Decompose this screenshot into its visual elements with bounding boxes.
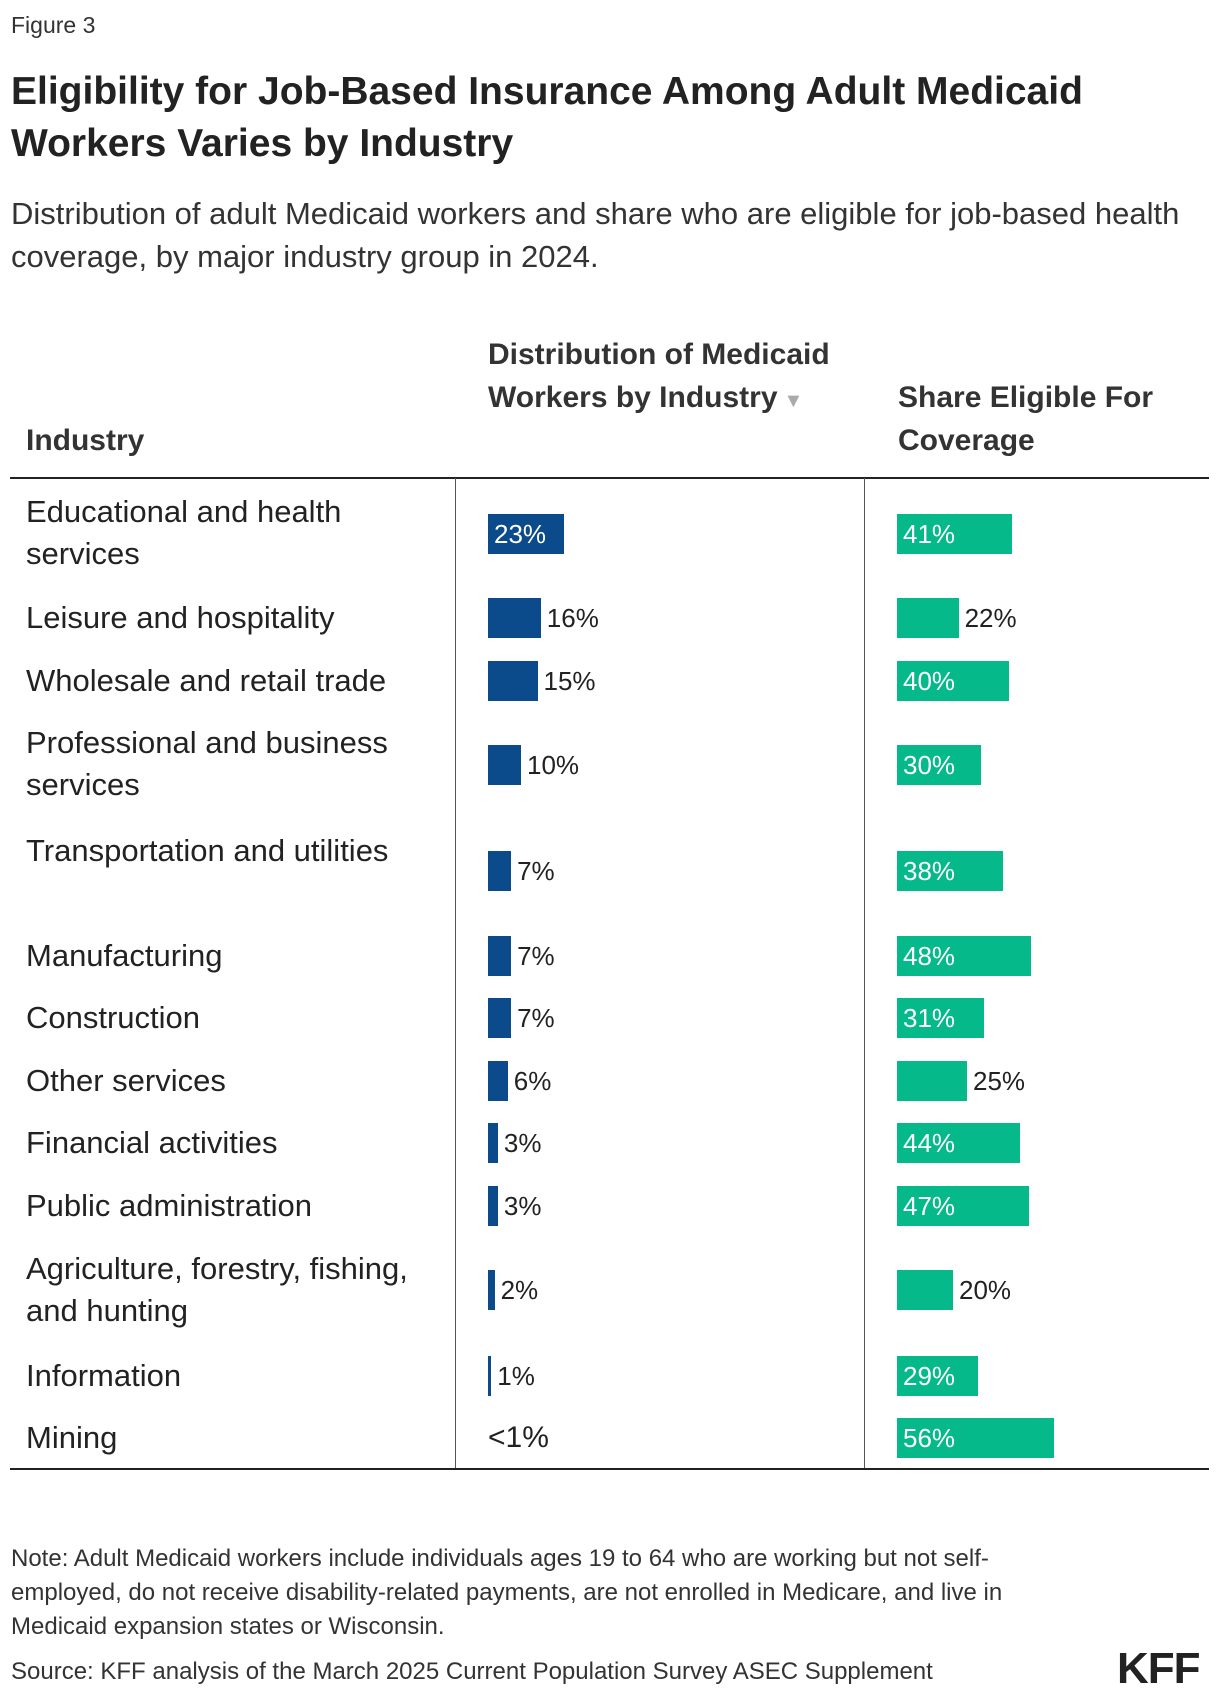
distribution-value-label: 16% — [546, 603, 599, 633]
share-value-label: 31% — [903, 1003, 956, 1033]
share-value-label: 56% — [903, 1423, 956, 1453]
distribution-bar — [488, 745, 521, 785]
share-bar — [897, 1061, 967, 1101]
share-value-label: 44% — [903, 1128, 956, 1158]
distribution-value-label: 7% — [517, 856, 555, 886]
distribution-value-label: 15% — [543, 666, 596, 696]
distribution-value-label: 3% — [503, 1128, 542, 1158]
row-label: Transportation and utilities — [26, 833, 389, 868]
column-header-industry-label: Industry — [26, 424, 145, 457]
column-header-industry[interactable]: Industry — [26, 419, 144, 462]
distribution-bar — [488, 851, 512, 891]
column-divider-2 — [864, 478, 865, 1468]
distribution-bar — [488, 1270, 495, 1310]
share-bar — [897, 1186, 1029, 1226]
distribution-value-label: 6% — [513, 1066, 552, 1096]
table-bottom-border — [10, 1468, 1209, 1470]
distribution-value-label: 7% — [517, 1003, 555, 1033]
header-divider — [10, 477, 1209, 479]
share-bar — [897, 998, 984, 1038]
share-bar — [897, 514, 1012, 554]
chart-subtitle: Distribution of adult Medicaid workers a… — [11, 196, 1180, 274]
sort-descending-icon[interactable]: ▼ — [783, 390, 804, 412]
row-label: Professional and business services — [26, 725, 388, 802]
share-bar — [897, 661, 1009, 701]
row-label: Mining — [26, 1420, 118, 1455]
source-note: Source: KFF analysis of the March 2025 C… — [11, 1658, 933, 1685]
distribution-bar — [488, 514, 564, 554]
distribution-value-label: 7% — [517, 941, 555, 971]
column-header-distribution[interactable]: Distribution of Medicaid Workers by Indu… — [488, 333, 848, 423]
distribution-bar — [488, 998, 512, 1038]
share-bar — [897, 598, 959, 638]
column-header-distribution-label: Distribution of Medicaid Workers by Indu… — [488, 338, 830, 414]
share-bar — [897, 851, 1004, 891]
distribution-bar — [488, 1061, 508, 1101]
column-divider-1 — [455, 478, 456, 1468]
distribution-bar — [488, 661, 538, 701]
distribution-bar — [488, 598, 541, 638]
share-value-label: 47% — [903, 1191, 956, 1221]
distribution-value-label: 23% — [494, 519, 547, 549]
share-bar — [897, 1123, 1021, 1163]
row-label: Wholesale and retail trade — [26, 663, 387, 698]
row-label: Educational and health services — [26, 494, 342, 571]
share-bar — [897, 1270, 953, 1310]
column-header-share[interactable]: Share Eligible For Coverage — [898, 376, 1218, 462]
distribution-value-label: <1% — [488, 1421, 549, 1454]
share-bar — [897, 936, 1032, 976]
row-label: Agriculture, forestry, fishing, and hunt… — [26, 1251, 408, 1328]
share-value-label: 38% — [903, 856, 956, 886]
share-value-label: 40% — [903, 666, 956, 696]
distribution-bar — [488, 1356, 492, 1396]
chart-title: Eligibility for Job-Based Insurance Amon… — [11, 70, 1083, 165]
share-value-label: 22% — [964, 603, 1017, 633]
share-value-label: 30% — [903, 750, 956, 780]
distribution-bar — [488, 1123, 498, 1163]
row-label: Construction — [26, 1000, 201, 1035]
share-bar — [897, 1418, 1054, 1458]
share-value-label: 20% — [959, 1275, 1012, 1305]
figure-label: Figure 3 — [11, 12, 96, 38]
row-label: Other services — [26, 1063, 226, 1098]
distribution-value-label: 3% — [503, 1191, 542, 1221]
column-header-share-label: Share Eligible For Coverage — [898, 381, 1154, 457]
footnote: Note: Adult Medicaid workers include ind… — [11, 1545, 1003, 1640]
share-bar — [897, 745, 981, 785]
distribution-bar — [488, 1186, 498, 1226]
row-label: Leisure and hospitality — [26, 600, 335, 635]
distribution-value-label: 2% — [500, 1275, 539, 1305]
row-label: Manufacturing — [26, 938, 223, 973]
kff-logo: KFF — [1117, 1644, 1201, 1693]
distribution-value-label: 10% — [527, 750, 580, 780]
row-label: Financial activities — [26, 1125, 278, 1160]
share-bar — [897, 1356, 979, 1396]
distribution-value-label: 1% — [497, 1361, 535, 1391]
share-value-label: 25% — [973, 1066, 1026, 1096]
row-label: Public administration — [26, 1188, 313, 1223]
share-value-label: 48% — [903, 941, 956, 971]
distribution-bar — [488, 936, 512, 976]
share-value-label: 29% — [903, 1361, 956, 1391]
share-value-label: 41% — [903, 519, 956, 549]
row-label: Information — [26, 1358, 182, 1393]
